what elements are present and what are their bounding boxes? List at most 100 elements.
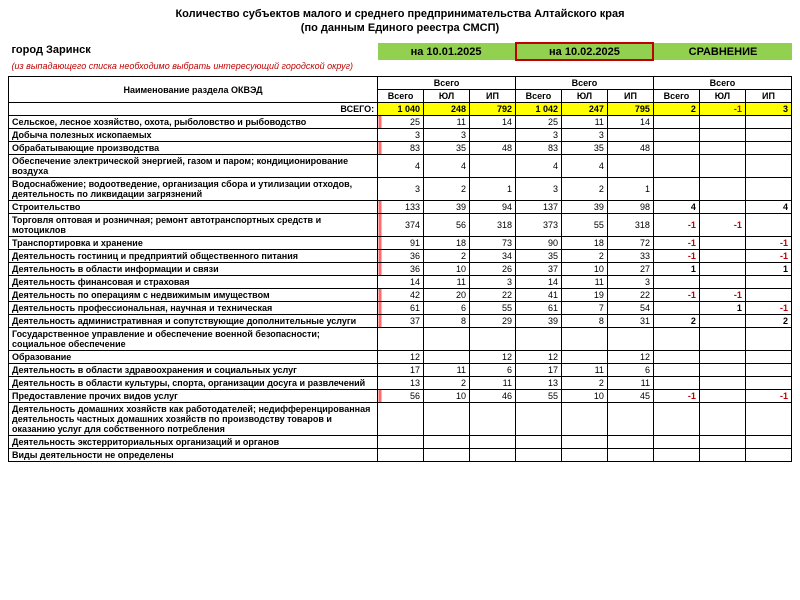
table-row: Деятельность по операциям с недвижимым и… [9, 289, 792, 302]
col-vsego-2: Всего [516, 90, 562, 103]
cell: 3 [561, 129, 607, 142]
cell: 11 [561, 364, 607, 377]
city-label: город Заринск [12, 44, 375, 56]
total-label: ВСЕГО: [9, 103, 378, 116]
table-row: Водоснабжение; водоотведение, организаци… [9, 178, 792, 201]
cell [745, 142, 791, 155]
row-label: Строительство [9, 201, 378, 214]
cell [699, 201, 745, 214]
cell: 133 [378, 201, 424, 214]
col-yul-2: ЮЛ [561, 90, 607, 103]
col-ip-1: ИП [470, 90, 516, 103]
cell [745, 364, 791, 377]
cell: 2 [561, 377, 607, 390]
cell: -1 [745, 302, 791, 315]
cell: -1 [745, 390, 791, 403]
row-label: Деятельность домашних хозяйств как работ… [9, 403, 378, 436]
cell: 11 [607, 377, 653, 390]
cell [470, 449, 516, 462]
cell [653, 403, 699, 436]
cell: 35 [561, 142, 607, 155]
row-label: Обеспечение электрической энергией, газо… [9, 155, 378, 178]
total-p1-ip: 792 [470, 103, 516, 116]
row-label: Водоснабжение; водоотведение, организаци… [9, 178, 378, 201]
row-label: Деятельность финансовая и страховая [9, 276, 378, 289]
cell: 35 [516, 250, 562, 263]
cell: 48 [470, 142, 516, 155]
cell: 61 [378, 302, 424, 315]
row-label: Деятельность в области информации и связ… [9, 263, 378, 276]
cell [653, 302, 699, 315]
group-header-1: Всего [378, 77, 516, 90]
cell: 318 [607, 214, 653, 237]
data-table: город Заринск на 10.01.2025 на 10.02.202… [8, 42, 792, 462]
cell [745, 351, 791, 364]
row-header-label: Наименование раздела ОКВЭД [9, 77, 378, 103]
cell: 33 [607, 250, 653, 263]
cell [699, 250, 745, 263]
cell: 11 [470, 377, 516, 390]
cell: 1 [745, 263, 791, 276]
cell: 14 [470, 116, 516, 129]
cell: 13 [516, 377, 562, 390]
cell: 6 [470, 364, 516, 377]
cell: 46 [470, 390, 516, 403]
group-header-2: Всего [516, 77, 654, 90]
table-row: Государственное управление и обеспечение… [9, 328, 792, 351]
cell: 72 [607, 237, 653, 250]
cell: 6 [607, 364, 653, 377]
cell: 2 [424, 377, 470, 390]
cell [653, 116, 699, 129]
cell: -1 [699, 214, 745, 237]
total-p1-yul: 248 [424, 103, 470, 116]
cell: 11 [424, 116, 470, 129]
cell: 4 [561, 155, 607, 178]
cell [470, 155, 516, 178]
table-row: Предоставление прочих видов услуг5610465… [9, 390, 792, 403]
cell: 3 [424, 129, 470, 142]
table-row: Виды деятельности не определены [9, 449, 792, 462]
cell: 12 [607, 351, 653, 364]
cell: 90 [516, 237, 562, 250]
cell [745, 129, 791, 142]
cell: 3 [470, 276, 516, 289]
row-label: Добыча полезных ископаемых [9, 129, 378, 142]
cell: 26 [470, 263, 516, 276]
cell [516, 436, 562, 449]
cell [561, 328, 607, 351]
cell: 55 [561, 214, 607, 237]
cell: 12 [378, 351, 424, 364]
cell: 2 [653, 315, 699, 328]
cell: 31 [607, 315, 653, 328]
row-label: Деятельность в области культуры, спорта,… [9, 377, 378, 390]
cell [745, 214, 791, 237]
cell: 27 [607, 263, 653, 276]
col-yul-3: ЮЛ [699, 90, 745, 103]
cell [378, 403, 424, 436]
row-label: Обрабатывающие производства [9, 142, 378, 155]
cell: 4 [378, 155, 424, 178]
cell [745, 403, 791, 436]
cell: 83 [516, 142, 562, 155]
cell: 318 [470, 214, 516, 237]
cell: 4 [653, 201, 699, 214]
cell [516, 449, 562, 462]
cell [607, 449, 653, 462]
cell [424, 403, 470, 436]
cell: 3 [378, 178, 424, 201]
cell [561, 403, 607, 436]
cell [424, 351, 470, 364]
cell [699, 142, 745, 155]
cell: 137 [516, 201, 562, 214]
cell: 18 [424, 237, 470, 250]
cell: -1 [699, 289, 745, 302]
cell: 12 [470, 351, 516, 364]
cell: 25 [378, 116, 424, 129]
table-row: Сельское, лесное хозяйство, охота, рыбол… [9, 116, 792, 129]
row-label: Деятельность профессиональная, научная и… [9, 302, 378, 315]
cell: 73 [470, 237, 516, 250]
cell: 94 [470, 201, 516, 214]
cell [699, 377, 745, 390]
cell: 4 [516, 155, 562, 178]
cell: 11 [561, 116, 607, 129]
